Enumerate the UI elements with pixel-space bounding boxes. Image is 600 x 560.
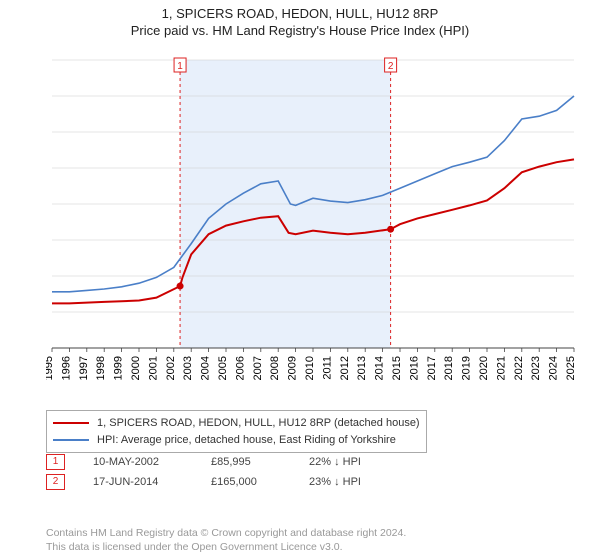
price-chart: £0£50K£100K£150K£200K£250K£300K£350K£400…	[46, 48, 582, 398]
svg-text:2025: 2025	[565, 356, 577, 380]
event-delta: 22% ↓ HPI	[309, 456, 361, 468]
svg-text:2003: 2003	[182, 356, 194, 380]
svg-text:2011: 2011	[321, 356, 333, 380]
svg-text:1995: 1995	[46, 356, 55, 380]
legend-item: HPI: Average price, detached house, East…	[53, 432, 420, 449]
legend: 1, SPICERS ROAD, HEDON, HULL, HU12 8RP (…	[46, 410, 427, 453]
svg-text:£50K: £50K	[46, 307, 47, 319]
svg-text:2014: 2014	[374, 356, 386, 380]
svg-text:2005: 2005	[217, 356, 229, 380]
legend-label: HPI: Average price, detached house, East…	[97, 432, 396, 449]
svg-text:2015: 2015	[391, 356, 403, 380]
legend-label: 1, SPICERS ROAD, HEDON, HULL, HU12 8RP (…	[97, 415, 420, 432]
svg-text:2009: 2009	[287, 356, 299, 380]
event-delta: 23% ↓ HPI	[309, 476, 361, 488]
svg-text:2002: 2002	[165, 356, 177, 380]
svg-text:2001: 2001	[147, 356, 159, 380]
svg-text:2006: 2006	[234, 356, 246, 380]
svg-text:2012: 2012	[339, 356, 351, 380]
event-row: 2 17-JUN-2014 £165,000 23% ↓ HPI	[46, 474, 361, 490]
svg-text:1996: 1996	[60, 356, 72, 380]
svg-text:£150K: £150K	[46, 235, 47, 247]
legend-swatch	[53, 439, 89, 441]
svg-text:1997: 1997	[78, 356, 90, 380]
event-badge: 2	[46, 474, 65, 490]
svg-text:2020: 2020	[478, 356, 490, 380]
event-date: 10-MAY-2002	[93, 456, 183, 468]
event-price: £85,995	[211, 456, 281, 468]
event-row: 1 10-MAY-2002 £85,995 22% ↓ HPI	[46, 454, 361, 470]
event-badge: 1	[46, 454, 65, 470]
copyright-line: Contains HM Land Registry data © Crown c…	[46, 526, 406, 540]
svg-text:2004: 2004	[200, 356, 212, 380]
svg-text:2013: 2013	[356, 356, 368, 380]
svg-text:£400K: £400K	[46, 55, 47, 67]
svg-text:2019: 2019	[461, 356, 473, 380]
svg-text:2018: 2018	[443, 356, 455, 380]
svg-text:2023: 2023	[530, 356, 542, 380]
svg-text:2021: 2021	[495, 356, 507, 380]
svg-text:2010: 2010	[304, 356, 316, 380]
title-line2: Price paid vs. HM Land Registry's House …	[0, 21, 600, 38]
svg-text:£200K: £200K	[46, 199, 47, 211]
events-table: 1 10-MAY-2002 £85,995 22% ↓ HPI 2 17-JUN…	[46, 454, 361, 494]
svg-text:£300K: £300K	[46, 127, 47, 139]
svg-text:2008: 2008	[269, 356, 281, 380]
event-price: £165,000	[211, 476, 281, 488]
svg-text:£100K: £100K	[46, 271, 47, 283]
svg-text:2016: 2016	[408, 356, 420, 380]
title-line1: 1, SPICERS ROAD, HEDON, HULL, HU12 8RP	[0, 6, 600, 21]
svg-text:£250K: £250K	[46, 163, 47, 175]
event-date: 17-JUN-2014	[93, 476, 183, 488]
svg-text:2022: 2022	[513, 356, 525, 380]
legend-swatch	[53, 422, 89, 424]
svg-text:1: 1	[177, 61, 183, 72]
svg-text:1998: 1998	[95, 356, 107, 380]
svg-text:1999: 1999	[113, 356, 125, 380]
legend-item: 1, SPICERS ROAD, HEDON, HULL, HU12 8RP (…	[53, 415, 420, 432]
svg-text:2: 2	[388, 61, 394, 72]
copyright: Contains HM Land Registry data © Crown c…	[46, 526, 406, 554]
svg-text:2024: 2024	[548, 356, 560, 380]
svg-text:2017: 2017	[426, 356, 438, 380]
svg-text:£350K: £350K	[46, 91, 47, 103]
svg-text:2007: 2007	[252, 356, 264, 380]
copyright-line: This data is licensed under the Open Gov…	[46, 540, 406, 554]
svg-text:2000: 2000	[130, 356, 142, 380]
